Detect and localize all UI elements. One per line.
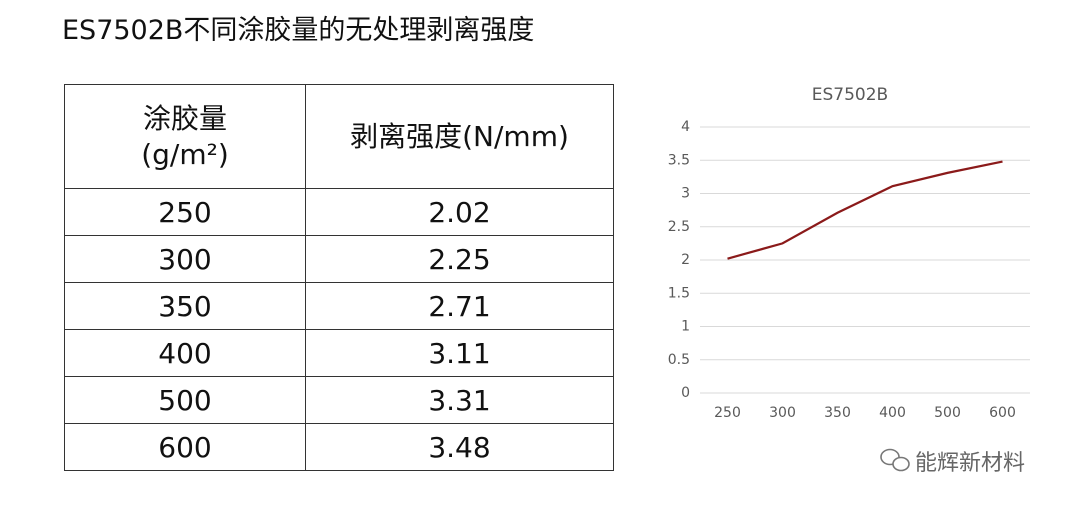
table-cell: 400 <box>64 329 306 377</box>
table-row: 600 3.48 <box>64 423 614 471</box>
table-cell: 2.71 <box>305 282 614 330</box>
page-title: ES7502B不同涂胶量的无处理剥离强度 <box>62 15 535 46</box>
table-row: 350 2.71 <box>64 282 614 330</box>
y-tick-label: 1.5 <box>668 285 690 301</box>
table-row: 300 2.25 <box>64 235 614 283</box>
table-row: 400 3.11 <box>64 329 614 377</box>
table-cell: 涂胶量 (g/m²) <box>64 84 306 189</box>
table-cell: 600 <box>64 423 306 471</box>
y-tick-label: 4 <box>681 119 690 135</box>
table-cell: 300 <box>64 235 306 283</box>
wechat-icon <box>880 448 910 472</box>
table-cell: 3.48 <box>305 423 614 471</box>
table-cell: 3.11 <box>305 329 614 377</box>
table-cell: 剥离强度(N/mm) <box>305 84 614 189</box>
data-line <box>727 160 1003 260</box>
table-row: 涂胶量 (g/m²) 剥离强度(N/mm) <box>64 84 614 189</box>
y-tick-label: 2 <box>681 252 690 268</box>
y-tick-label: 2.5 <box>668 219 690 235</box>
y-tick-label: 3.5 <box>668 152 690 168</box>
x-tick-label: 600 <box>989 405 1016 421</box>
x-tick-label: 300 <box>769 405 796 421</box>
x-tick-label: 250 <box>714 405 741 421</box>
chart-title: ES7502B <box>812 85 888 105</box>
watermark: 能辉新材料 <box>915 451 1026 476</box>
x-tick-label: 350 <box>824 405 851 421</box>
y-tick-label: 0.5 <box>668 352 690 368</box>
x-tick-label: 500 <box>934 405 961 421</box>
data-table: 涂胶量 (g/m²) 剥离强度(N/mm) 250 2.02 300 2.25 350 2.7… <box>64 84 614 471</box>
table-cell: 2.25 <box>305 235 614 283</box>
x-tick-label: 400 <box>879 405 906 421</box>
y-tick-label: 1 <box>681 319 690 335</box>
y-tick-label: 0 <box>681 385 690 401</box>
y-tick-label: 3 <box>681 186 690 202</box>
table-cell: 500 <box>64 376 306 424</box>
